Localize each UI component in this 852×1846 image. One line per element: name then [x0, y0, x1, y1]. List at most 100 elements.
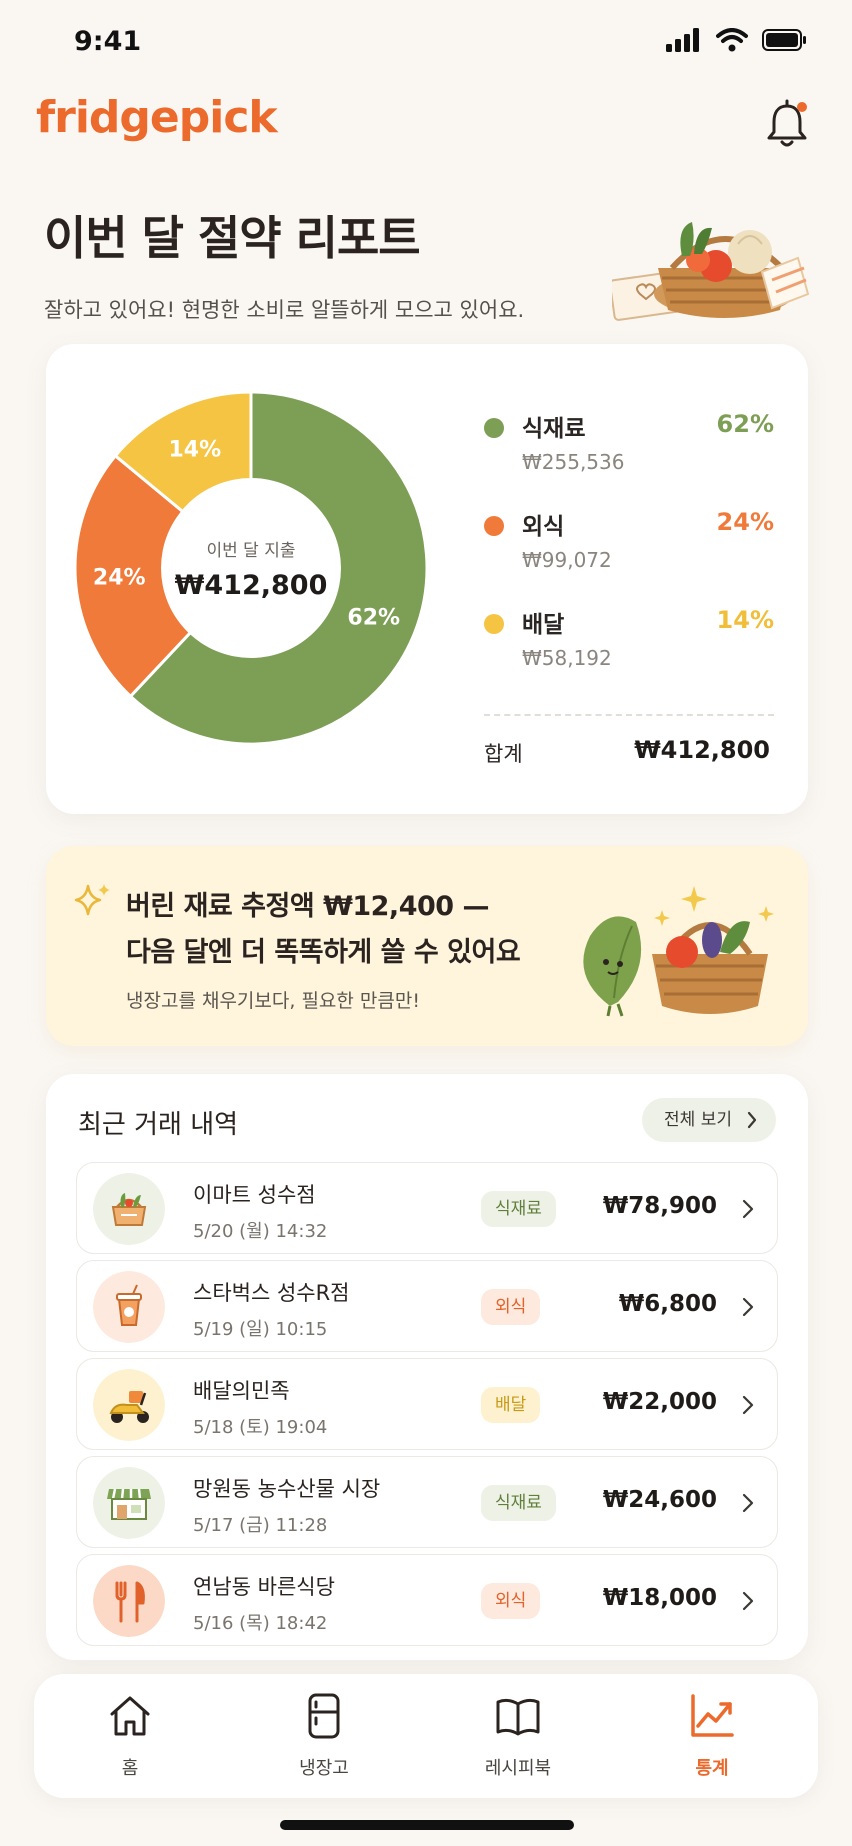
- page-subtitle: 잘하고 있어요! 현명한 소비로 알뜰하게 모으고 있어요.: [44, 298, 525, 322]
- tab-statistics[interactable]: 통계: [652, 1692, 772, 1792]
- tab-label: 홈: [121, 1758, 139, 1779]
- tip-headline-line2: 다음 달엔 더 똑똑하게 쓸 수 있어요: [126, 937, 521, 968]
- donut-label-1: 24%: [93, 565, 146, 590]
- chevron-right-icon: [742, 1297, 754, 1317]
- legend-dot: [484, 516, 504, 536]
- total-value: ₩412,800: [634, 736, 770, 764]
- chevron-right-icon: [742, 1493, 754, 1513]
- view-all-button[interactable]: 전체 보기: [642, 1098, 776, 1142]
- title-block: 이번 달 절약 리포트 잘하고 있어요! 현명한 소비로 알뜰하게 모으고 있어…: [44, 202, 524, 324]
- transactions-list: 이마트 성수점 5/20 (월) 14:32 식재료 ₩78,900 스타벅스 …: [76, 1162, 778, 1652]
- transaction-date: 5/18 (토) 19:04: [193, 1417, 328, 1438]
- notification-dot: [797, 102, 807, 112]
- category-badge-dining: 외식: [481, 1583, 541, 1619]
- transaction-date: 5/20 (월) 14:32: [193, 1221, 328, 1242]
- transaction-name: 배달의민족: [193, 1379, 290, 1403]
- transaction-amount: ₩6,800: [618, 1291, 717, 1317]
- transaction-name: 망원동 농수산물 시장: [193, 1477, 381, 1501]
- transaction-name: 스타벅스 성수R점: [193, 1281, 350, 1305]
- status-bar: 9:41: [0, 0, 852, 90]
- transaction-date: 5/17 (금) 11:28: [193, 1515, 328, 1536]
- signal-icon: [666, 28, 699, 52]
- transaction-row[interactable]: 망원동 농수산물 시장 5/17 (금) 11:28 식재료 ₩24,600: [76, 1456, 778, 1548]
- transaction-date: 5/16 (목) 18:42: [193, 1613, 328, 1634]
- donut-center-label: 이번 달 지출: [206, 541, 295, 561]
- transaction-amount: ₩78,900: [602, 1193, 717, 1219]
- grocery-basket-icon: [93, 1173, 165, 1245]
- battery-icon: [762, 29, 806, 51]
- page-title: 이번 달 절약 리포트: [44, 211, 421, 265]
- legend-item-delivery[interactable]: 배달 ₩58,192 14%: [484, 600, 774, 698]
- sparkle-icon: [74, 884, 110, 916]
- transaction-amount: ₩18,000: [602, 1585, 717, 1611]
- legend-divider: [484, 714, 774, 716]
- tab-fridge[interactable]: 냉장고: [264, 1692, 384, 1792]
- legend-item-grocery[interactable]: 식재료 ₩255,536 62%: [484, 404, 774, 502]
- view-all-label: 전체 보기: [664, 1110, 732, 1130]
- legend-dot: [484, 614, 504, 634]
- waste-tip-card[interactable]: 버린 재료 추정액 ₩12,400 — 다음 달엔 더 똑똑하게 쓸 수 있어요…: [46, 846, 808, 1046]
- chevron-right-icon: [742, 1395, 754, 1415]
- notification-bell-icon[interactable]: [762, 98, 812, 150]
- home-icon: [110, 1696, 150, 1736]
- chevron-right-icon: [747, 1111, 757, 1129]
- tab-label: 통계: [695, 1758, 729, 1779]
- donut-hole: [161, 478, 341, 658]
- tab-label: 냉장고: [299, 1758, 349, 1779]
- transaction-name: 이마트 성수점: [193, 1183, 316, 1207]
- status-icons: [666, 28, 808, 52]
- app-header: fridgepick: [0, 92, 852, 152]
- donut-label-0: 62%: [347, 606, 400, 631]
- spending-legend: 식재료 ₩255,536 62% 외식 ₩99,072 24% 배달 ₩58,1…: [484, 404, 774, 698]
- legend-percent: 24%: [716, 508, 774, 536]
- transactions-title: 최근 거래 내역: [78, 1110, 239, 1140]
- tab-label: 레시피북: [484, 1758, 552, 1779]
- chevron-right-icon: [742, 1199, 754, 1219]
- donut-label-2: 14%: [168, 438, 221, 463]
- fridge-icon: [308, 1693, 340, 1739]
- legend-amount: ₩99,072: [522, 548, 612, 572]
- scooter-icon: [93, 1369, 165, 1441]
- leaf-basket-illustration: [583, 886, 774, 1017]
- tip-subtext: 냉장고를 채우기보다, 필요한 만큼만!: [126, 990, 420, 1012]
- legend-dot: [484, 418, 504, 438]
- spending-summary-card: 이번 달 지출 ₩412,800 62% 24% 14% 식재료 ₩255,536 …: [46, 344, 808, 814]
- legend-percent: 62%: [716, 410, 774, 438]
- legend-amount: ₩255,536: [522, 450, 625, 474]
- app-logo: fridgepick: [36, 92, 278, 143]
- home-indicator: [280, 1820, 574, 1830]
- chevron-right-icon: [742, 1591, 754, 1611]
- legend-item-dining[interactable]: 외식 ₩99,072 24%: [484, 502, 774, 600]
- legend-label: 배달: [522, 612, 565, 638]
- book-icon: [496, 1698, 540, 1736]
- category-badge-dining: 외식: [481, 1289, 541, 1325]
- coffee-cup-icon: [93, 1271, 165, 1343]
- category-badge-grocery: 식재료: [481, 1485, 556, 1521]
- vegetable-basket-illustration: [612, 222, 810, 321]
- legend-label: 외식: [522, 514, 565, 540]
- tip-headline-line1: 버린 재료 추정액 ₩12,400 —: [126, 891, 489, 922]
- market-stall-icon: [93, 1467, 165, 1539]
- transaction-name: 연남동 바른식당: [193, 1575, 335, 1599]
- transaction-row[interactable]: 스타벅스 성수R점 5/19 (일) 10:15 외식 ₩6,800: [76, 1260, 778, 1352]
- transaction-amount: ₩22,000: [602, 1389, 717, 1415]
- status-time: 9:41: [74, 26, 142, 57]
- transaction-row[interactable]: 배달의민족 5/18 (토) 19:04 배달 ₩22,000: [76, 1358, 778, 1450]
- total-label: 합계: [484, 742, 523, 766]
- category-badge-grocery: 식재료: [481, 1191, 556, 1227]
- wifi-icon: [716, 28, 748, 52]
- chart-icon: [691, 1694, 734, 1737]
- bottom-tab-bar: 홈 냉장고 레시피북 통계: [34, 1674, 818, 1798]
- recent-transactions-card: 최근 거래 내역 전체 보기 이마트 성수점 5/20 (월) 14:32 식재…: [46, 1074, 808, 1660]
- tab-home[interactable]: 홈: [70, 1692, 190, 1792]
- transaction-row[interactable]: 이마트 성수점 5/20 (월) 14:32 식재료 ₩78,900: [76, 1162, 778, 1254]
- spending-donut-chart[interactable]: 이번 달 지출 ₩412,800 62% 24% 14%: [70, 382, 432, 754]
- category-badge-delivery: 배달: [481, 1387, 541, 1423]
- transaction-row[interactable]: 연남동 바른식당 5/16 (목) 18:42 외식 ₩18,000: [76, 1554, 778, 1646]
- tab-recipe-book[interactable]: 레시피북: [458, 1692, 578, 1792]
- legend-percent: 14%: [716, 606, 774, 634]
- fork-knife-icon: [93, 1565, 165, 1637]
- donut-center-value: ₩412,800: [175, 570, 328, 601]
- legend-label: 식재료: [522, 416, 586, 442]
- transaction-amount: ₩24,600: [602, 1487, 717, 1513]
